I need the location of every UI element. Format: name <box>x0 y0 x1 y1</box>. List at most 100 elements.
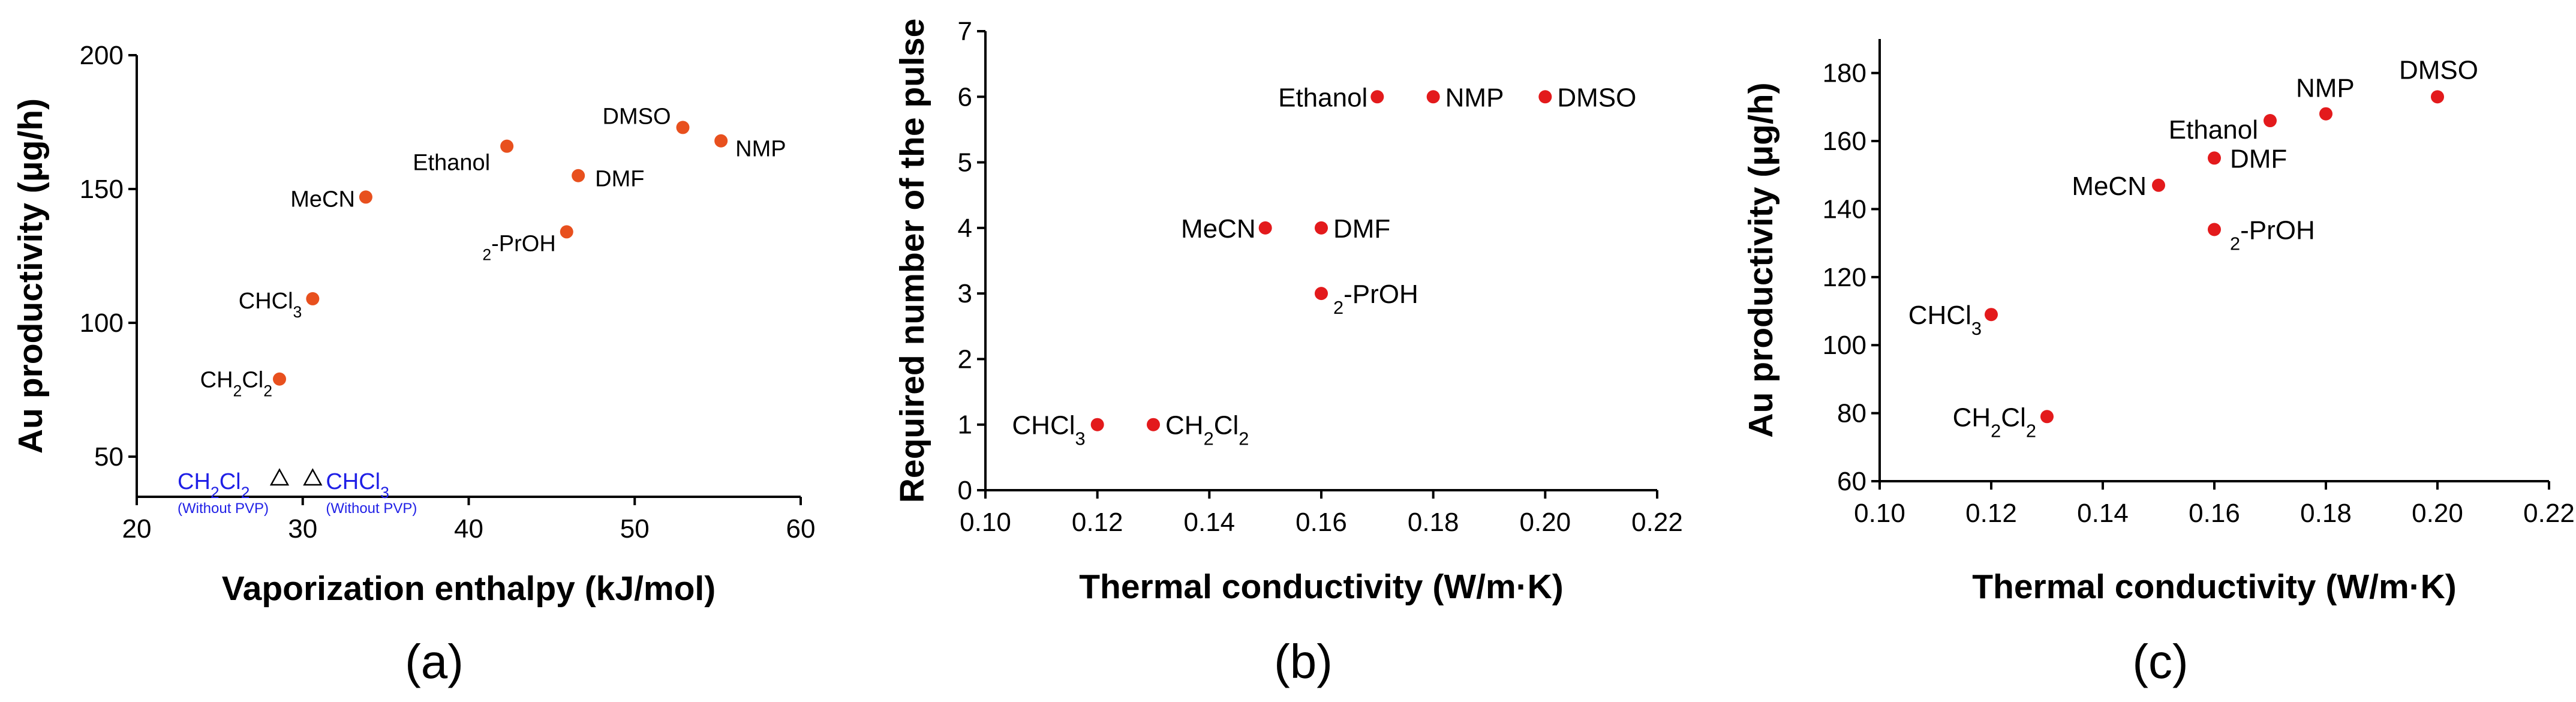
data-point <box>2431 90 2444 104</box>
x-tick-label: 0.22 <box>2523 499 2575 528</box>
point-label: DMF <box>1333 214 1390 244</box>
annotation-ch2cl2: CH2Cl2 <box>178 469 250 502</box>
chart-panel-3: 0.10 0.12 0.14 0.16 0.18 0.20 0.22 60 80 100 120 14… <box>1742 39 2575 688</box>
point-label: CHCl3 <box>1012 411 1085 449</box>
point-label: CH2Cl2 <box>1953 403 2036 441</box>
point-label: NMP <box>735 137 786 162</box>
data-point <box>1426 90 1440 104</box>
x-tick-label: 40 <box>454 514 483 544</box>
point-label: DMSO <box>603 104 671 129</box>
y-axis-title: Required number of the pulse <box>893 19 931 503</box>
y-tick-label: 7 <box>958 17 972 46</box>
data-point <box>2319 107 2332 121</box>
data-point <box>714 134 728 148</box>
x-tick-label: 0.14 <box>2077 499 2129 528</box>
data-point <box>1315 287 1328 301</box>
panel-label: (a) <box>405 635 464 688</box>
data-point <box>1985 308 1998 322</box>
point-label: 2-PrOH <box>2230 215 2315 254</box>
chart-panel-1: 20 30 40 50 60 50 100 150 200 Vaporization enthal… <box>11 41 815 688</box>
data-point <box>1315 221 1328 235</box>
y-tick-label: 100 <box>1823 331 1866 360</box>
annotation-ch2cl2-note: (Without PVP) <box>178 500 269 517</box>
data-point <box>560 225 573 239</box>
data-point <box>359 190 372 204</box>
y-tick-label: 160 <box>1823 127 1866 156</box>
y-tick-label: 2 <box>958 344 972 374</box>
x-tick-label: 0.20 <box>2412 499 2463 528</box>
point-label: MeCN <box>290 187 355 212</box>
panel-label: (b) <box>1274 635 1333 688</box>
x-tick-label: 0.10 <box>1854 499 1905 528</box>
data-point <box>273 372 287 386</box>
point-label: Ethanol <box>2169 115 2258 145</box>
y-tick-label: 150 <box>80 175 124 204</box>
point-label: DMF <box>595 167 644 192</box>
data-point-triangle <box>303 468 323 486</box>
point-label: CH2Cl2 <box>200 368 272 400</box>
y-tick-label: 6 <box>958 82 972 112</box>
data-point <box>2152 178 2165 192</box>
y-tick-label: 5 <box>958 148 972 178</box>
x-axis-title: Thermal conductivity (W/m·K) <box>1079 568 1564 606</box>
point-label: DMSO <box>2399 55 2478 85</box>
y-tick-label: 120 <box>1823 263 1866 292</box>
x-tick-label: 20 <box>122 514 152 544</box>
data-point <box>2208 151 2221 165</box>
point-label: DMSO <box>1557 83 1636 112</box>
point-label: CHCl3 <box>239 289 302 321</box>
point-label: NMP <box>2296 74 2355 103</box>
point-label: MeCN <box>1181 214 1256 244</box>
x-tick-label: 0.10 <box>960 508 1011 537</box>
point-label: NMP <box>1445 83 1504 112</box>
x-tick-label: 0.16 <box>1295 508 1347 537</box>
x-tick-label: 0.18 <box>2300 499 2352 528</box>
y-tick-label: 200 <box>80 41 124 70</box>
y-tick-label: 3 <box>958 279 972 308</box>
y-tick-label: 60 <box>1837 467 1866 496</box>
data-point <box>306 292 320 305</box>
x-tick-label: 30 <box>288 514 317 544</box>
y-tick-label: 4 <box>958 214 972 243</box>
x-tick-label: 50 <box>620 514 650 544</box>
data-point <box>1090 418 1104 431</box>
data-point <box>1147 418 1160 431</box>
y-tick-label: 100 <box>80 308 124 338</box>
x-tick-label: 60 <box>786 514 816 544</box>
annotation-chcl3-note: (Without PVP) <box>326 500 417 517</box>
data-point <box>500 139 514 153</box>
point-label: Ethanol <box>413 151 490 176</box>
data-point <box>1538 90 1552 104</box>
data-point <box>1258 221 1272 235</box>
x-tick-label: 0.18 <box>1408 508 1459 537</box>
data-point <box>2264 114 2277 128</box>
point-label: 2-PrOH <box>1333 280 1418 317</box>
x-tick-label: 0.12 <box>1072 508 1123 537</box>
data-point <box>572 169 585 182</box>
y-tick-label: 0 <box>958 476 972 505</box>
y-tick-label: 140 <box>1823 194 1866 224</box>
x-tick-label: 0.12 <box>1965 499 2017 528</box>
y-tick-label: 1 <box>958 410 972 440</box>
y-axis-title: Au productivity (μg/h) <box>1742 82 1780 437</box>
point-label: Ethanol <box>1278 83 1367 112</box>
x-tick-label: 0.14 <box>1184 508 1236 537</box>
y-axis-title: Au productivity (μg/h) <box>11 98 50 454</box>
point-label: 2-PrOH <box>482 231 555 263</box>
x-tick-label: 0.22 <box>1631 508 1683 537</box>
y-tick-label: 180 <box>1823 59 1866 88</box>
x-tick-label: 0.16 <box>2189 499 2240 528</box>
x-axis-title: Vaporization enthalpy (kJ/mol) <box>222 569 716 608</box>
data-point-triangle <box>269 468 290 486</box>
x-tick-label: 0.20 <box>1520 508 1571 537</box>
data-point <box>2040 410 2054 424</box>
data-point <box>2208 223 2221 236</box>
point-label: CHCl3 <box>1908 301 1982 339</box>
panel-label: (c) <box>2132 635 2188 688</box>
point-label: MeCN <box>2072 172 2147 201</box>
annotation-chcl3: CHCl3 <box>326 469 389 502</box>
point-label: DMF <box>2230 144 2287 173</box>
data-point <box>1370 90 1384 104</box>
data-point <box>676 121 690 134</box>
